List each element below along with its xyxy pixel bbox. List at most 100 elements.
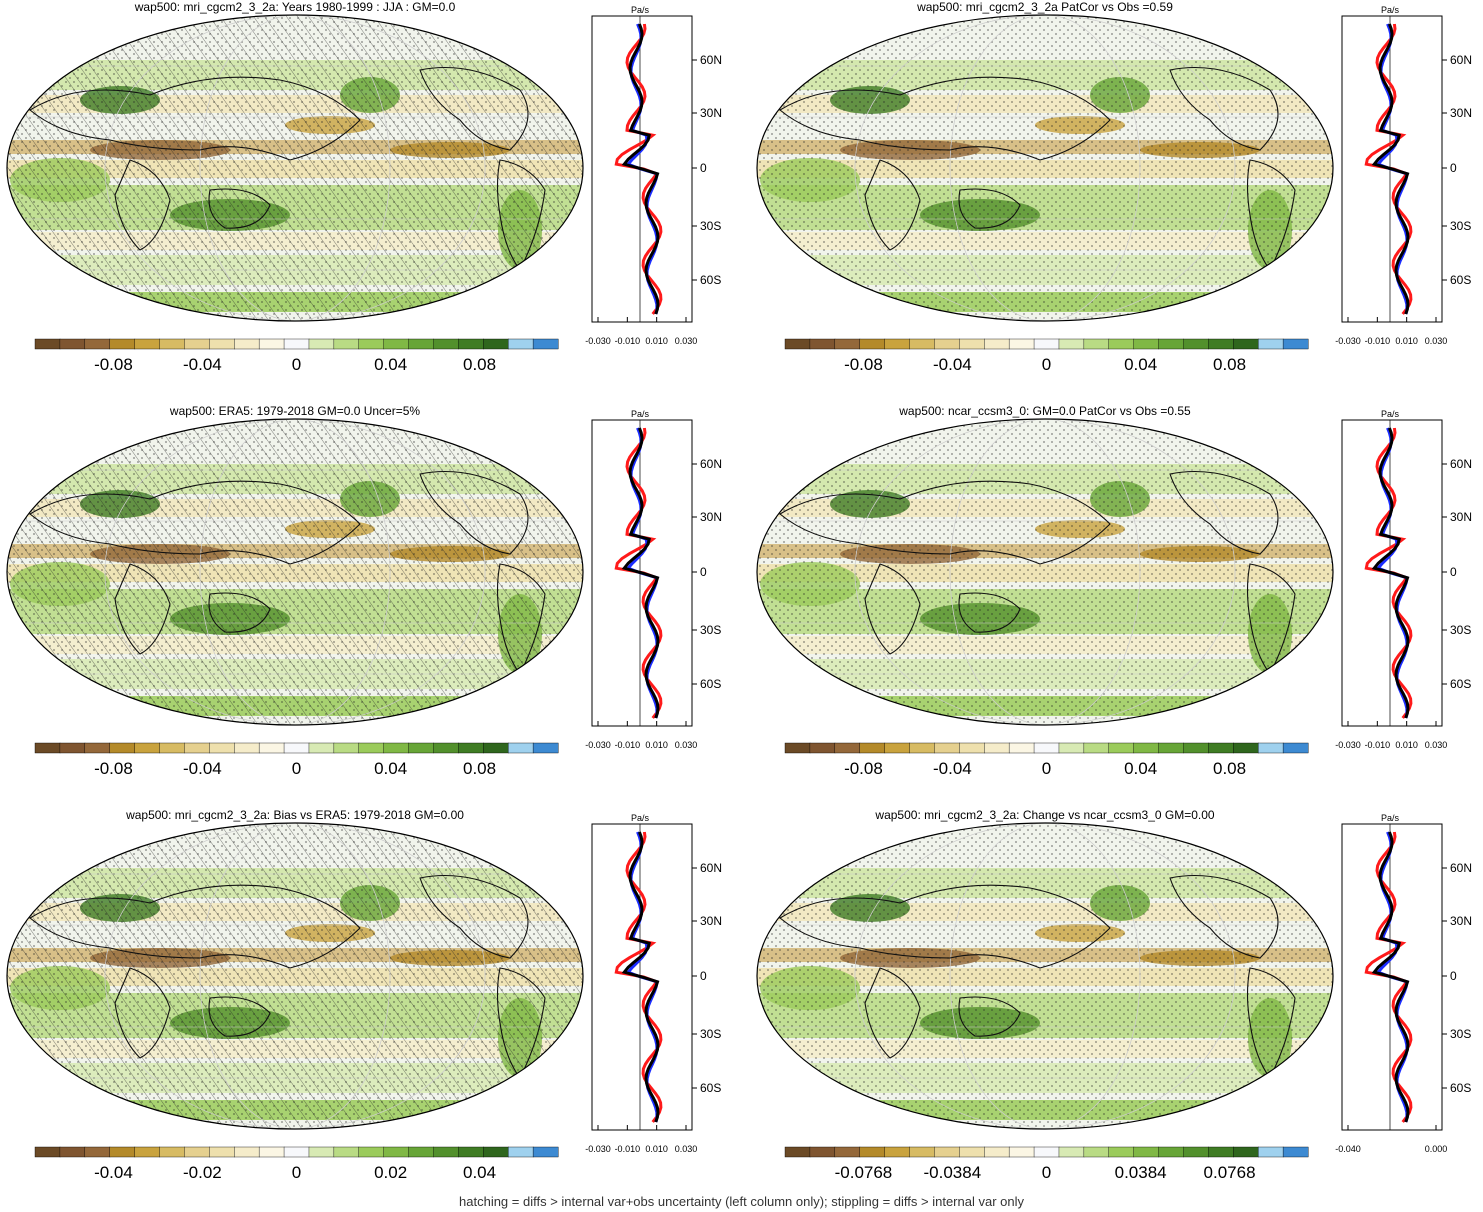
coastline [208,592,271,633]
colorbar-swatch [134,742,161,754]
latitude-label: 0 [700,161,707,175]
colorbar-swatch [1183,1146,1209,1158]
profile-x-tick: 0.010 [1395,740,1418,750]
colorbar-swatch [283,742,310,754]
latitude-label: 30S [700,219,721,233]
map-panel-4: wap500: ncar_ccsm3_0: GM=0.0 PatCor vs O… [750,404,1483,808]
panel-graphics: -0.04 -0.02 0 0.02 0.04 Pa/s 60N 30N 0 30S 60S -0.0… [6,813,722,1182]
latitude-label: 30N [1450,914,1472,928]
colorbar-swatch [1058,338,1085,350]
colorbar: -0.08 -0.04 0 0.04 0.08 [784,742,1309,778]
colorbar-label: -0.08 [844,355,883,374]
profile-x-tick: -0.040 [1335,1144,1361,1154]
colorbar-swatch [984,338,1010,350]
colorbar-swatch [1233,742,1259,754]
colorbar-swatch [784,742,811,754]
colorbar-swatch [84,338,111,350]
colorbar-label: 0.08 [1213,759,1246,778]
latitude-label: 60S [1450,677,1471,691]
colorbar-swatch [258,742,285,754]
profile-unit: Pa/s [1381,5,1400,15]
profile-x-tick: -0.030 [585,1144,611,1154]
coastline [958,996,1021,1037]
colorbar-swatch [333,338,360,350]
colorbar-swatch [1208,338,1234,350]
map-outline [6,822,584,1130]
colorbar-swatch [134,338,161,350]
latitude-label: 60N [1450,861,1472,875]
profile-unit: Pa/s [631,409,650,419]
colorbar-swatch [109,742,136,754]
colorbar-swatch [59,338,86,350]
colorbar-label: 0 [1042,355,1051,374]
colorbar-swatch [1233,1146,1259,1158]
latitude-label: 0 [700,565,707,579]
colorbar-swatch [433,1146,459,1158]
profile-x-tick: -0.010 [615,740,641,750]
panel-title: wap500: ERA5: 1979-2018 GM=0.0 Uncer=5% [169,404,421,418]
profile-mean-line [621,23,660,315]
colorbar-label: 0.04 [374,759,407,778]
profile-mean-line [621,831,660,1123]
colorbar-label: -0.08 [94,355,133,374]
latitude-label: 60N [1450,457,1472,471]
colorbar-swatch [258,1146,285,1158]
colorbar-swatch [959,1146,985,1158]
coastline [779,76,1111,161]
colorbar-swatch [1257,338,1284,350]
colorbar-label: 0.04 [1124,355,1157,374]
colorbar: -0.08 -0.04 0 0.04 0.08 [34,338,559,374]
profile-x-tick: -0.030 [1335,740,1361,750]
hatching-overlay [7,823,583,1129]
colorbar-swatch [784,338,811,350]
colorbar-swatch [1233,338,1259,350]
map-outline [6,418,584,726]
colorbar-swatch [884,1146,911,1158]
colorbar-swatch [184,338,210,350]
colorbar-swatch [1158,338,1184,350]
map-outline [6,14,584,322]
hatching-overlay [7,15,583,321]
colorbar-swatch [458,1146,484,1158]
colorbar-swatch [408,742,434,754]
colorbar-label: -0.04 [933,355,972,374]
colorbar-label: 0.0384 [1115,1163,1167,1182]
colorbar-swatch [984,1146,1010,1158]
coastline [864,159,921,251]
colorbar-swatch [1183,338,1209,350]
colorbar-label: -0.04 [183,355,222,374]
coastline [958,592,1021,633]
colorbar-label: 0.08 [463,759,496,778]
colorbar-label: -0.08 [94,759,133,778]
profile-x-tick: 0.030 [675,1144,698,1154]
zonal-profile: Pa/s 60N 30N 0 30S 60S -0.030 -0.010 0.010 0.030 [585,813,722,1154]
map-field [7,15,583,321]
latitude-label: 60S [1450,273,1471,287]
colorbar-swatch [234,742,260,754]
colorbar-swatch [809,338,836,350]
colorbar-swatch [784,1146,811,1158]
latitude-label: 60N [700,53,722,67]
colorbar-swatch [1257,742,1284,754]
profile-x-tick: 0.030 [675,336,698,346]
colorbar-swatch [433,742,459,754]
profile-x-tick: -0.030 [585,336,611,346]
colorbar-swatch [84,742,111,754]
panel-graphics: -0.0768 -0.0384 0 0.0384 0.0768 Pa/s 60N 30N 0 30… [756,813,1472,1182]
profile-unit: Pa/s [631,813,650,823]
colorbar-swatch [884,338,911,350]
colorbar-swatch [184,742,210,754]
colorbar-swatch [308,338,335,350]
map-outline [756,14,1334,322]
profile-x-tick: 0.010 [645,740,668,750]
coastline [779,884,1111,969]
colorbar-swatch [1183,742,1209,754]
colorbar-swatch [1257,1146,1284,1158]
colorbar-swatch [159,1146,185,1158]
colorbar-swatch [984,742,1010,754]
colorbar: -0.04 -0.02 0 0.02 0.04 [34,1146,559,1182]
coastline [114,159,171,251]
coastline [114,563,171,655]
colorbar-swatch [834,338,861,350]
colorbar-label: 0 [292,759,301,778]
